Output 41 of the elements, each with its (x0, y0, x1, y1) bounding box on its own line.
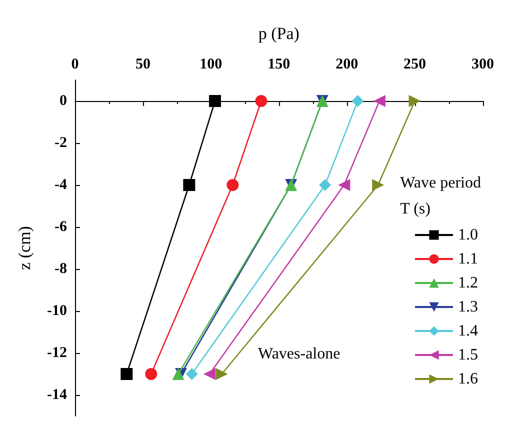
x-tick-label: 100 (200, 56, 222, 72)
x-tick-label: 50 (135, 56, 150, 72)
legend-label: 1.5 (458, 346, 478, 364)
point (372, 179, 384, 191)
point (319, 179, 332, 191)
point (226, 179, 239, 191)
point (352, 95, 364, 107)
x-tick-label: 250 (404, 56, 426, 72)
x-axis-title: p (Pa) (258, 24, 300, 43)
legend-label: 1.4 (458, 322, 478, 340)
x-tick-label: 0 (71, 56, 79, 72)
legend-title: Wave period T (s) (400, 174, 482, 218)
point (186, 368, 198, 380)
point (145, 368, 158, 380)
legend-label: 1.3 (458, 298, 478, 316)
point (216, 368, 228, 380)
x-tick-label: 300 (472, 56, 494, 72)
x-tick-label: 200 (336, 56, 358, 72)
y-tick-label: -10 (47, 303, 67, 319)
y-tick-label: -8 (54, 261, 67, 277)
point (208, 95, 221, 107)
point (338, 179, 350, 191)
legend-label: 1.0 (458, 226, 478, 244)
point (204, 368, 216, 380)
y-tick-label: -12 (47, 345, 67, 361)
y-tick-label: -4 (54, 177, 68, 193)
y-tick-label: -6 (54, 219, 68, 235)
legend-label: 1.6 (458, 370, 478, 388)
x-tick-label: 150 (268, 56, 290, 72)
annotation: Waves-alone (258, 346, 340, 362)
point (408, 95, 421, 107)
point (255, 95, 268, 107)
y-tick-label: -14 (47, 387, 68, 403)
y-tick-label: 0 (60, 93, 67, 109)
legend-label: 1.1 (458, 250, 478, 268)
y-axis-title: z (cm) (15, 226, 34, 270)
point (183, 179, 196, 191)
legend-label: 1.2 (458, 274, 478, 292)
y-tick-label: -2 (54, 135, 67, 151)
point (120, 368, 133, 380)
point (373, 95, 386, 107)
